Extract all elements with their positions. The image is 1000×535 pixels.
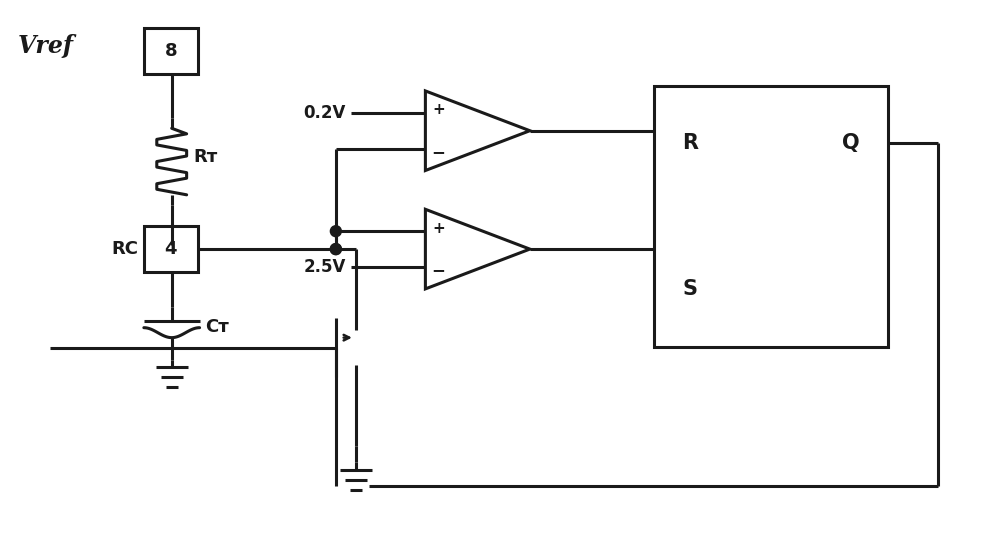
Text: RC: RC [111,240,138,258]
Text: 8: 8 [164,42,177,60]
Circle shape [330,243,341,255]
Text: S: S [682,279,697,299]
Text: Rᴛ: Rᴛ [194,148,218,165]
Circle shape [330,243,341,255]
Text: Q: Q [842,133,860,154]
Text: −: − [431,261,445,279]
Text: Vref: Vref [18,34,74,58]
Text: 2.5V: 2.5V [303,258,346,276]
Text: +: + [432,102,445,117]
Text: 4: 4 [164,240,177,258]
Bar [654,86,888,347]
Bar [144,226,198,272]
Text: +: + [432,221,445,236]
Text: 0.2V: 0.2V [303,104,346,122]
Text: −: − [431,143,445,160]
Bar [144,28,198,74]
Circle shape [330,226,341,236]
Text: R: R [682,133,698,154]
Text: Cᴛ: Cᴛ [206,318,229,335]
